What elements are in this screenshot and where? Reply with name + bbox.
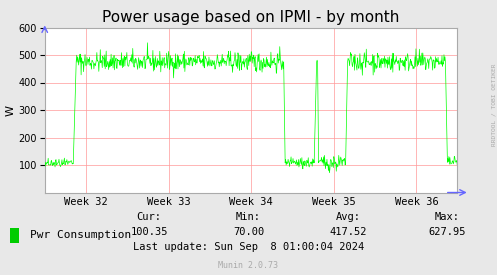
Text: 70.00: 70.00 xyxy=(233,227,264,237)
Text: Min:: Min: xyxy=(236,212,261,222)
Title: Power usage based on IPMI - by month: Power usage based on IPMI - by month xyxy=(102,10,400,25)
Text: Last update: Sun Sep  8 01:00:04 2024: Last update: Sun Sep 8 01:00:04 2024 xyxy=(133,242,364,252)
Text: RRDTOOL / TOBI OETIKER: RRDTOOL / TOBI OETIKER xyxy=(491,63,496,146)
Text: Cur:: Cur: xyxy=(137,212,162,222)
Text: Max:: Max: xyxy=(435,212,460,222)
Text: Munin 2.0.73: Munin 2.0.73 xyxy=(219,261,278,270)
Y-axis label: W: W xyxy=(6,104,16,116)
Text: Avg:: Avg: xyxy=(335,212,360,222)
Text: Pwr Consumption: Pwr Consumption xyxy=(30,230,131,240)
Text: 100.35: 100.35 xyxy=(130,227,168,237)
Text: 417.52: 417.52 xyxy=(329,227,367,237)
Text: 627.95: 627.95 xyxy=(428,227,466,237)
